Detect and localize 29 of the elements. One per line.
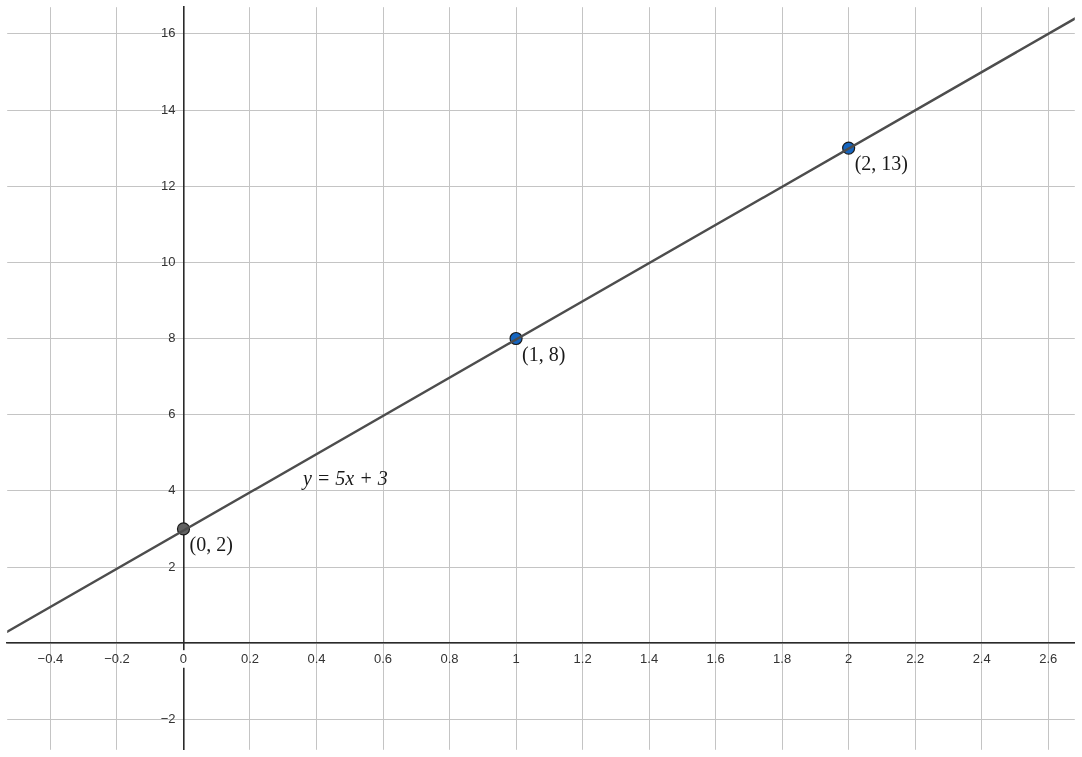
x-tick-label: 0 [179, 650, 188, 666]
y-tick-label: 14 [161, 101, 176, 117]
data-label: (0, 2) [189, 533, 233, 557]
x-tick-label: 1.4 [640, 650, 659, 666]
y-tick-label: 16 [161, 25, 176, 41]
x-tick-label: 2.2 [906, 650, 925, 666]
x-tick-label: 0.4 [307, 650, 326, 666]
x-tick-label: 1.6 [706, 650, 725, 666]
x-tick-label: 0.2 [240, 650, 260, 666]
y-tick-label: 4 [168, 482, 176, 498]
x-tick-label: −0.4 [37, 650, 64, 666]
y-tick-label: −2 [160, 710, 176, 726]
x-tick-label: 2.4 [972, 650, 991, 666]
x-tick-label: 2.6 [1039, 650, 1058, 666]
y-tick-label: 10 [161, 253, 176, 269]
y-tick-label: 6 [168, 406, 176, 422]
x-tick-label: 1.2 [573, 650, 592, 666]
series-label: y = 5x + 3 [300, 466, 388, 490]
x-tick-label: −0.2 [104, 650, 130, 666]
x-tick-label: 1 [512, 650, 520, 666]
data-label: (1, 8) [522, 342, 566, 366]
x-tick-label: 0.8 [440, 650, 459, 666]
x-tick-label: 2 [845, 650, 853, 666]
data-label: (2, 13) [854, 152, 908, 176]
x-tick-label: 0.6 [373, 650, 393, 666]
y-tick-label: 8 [168, 330, 176, 346]
y-tick-label: 12 [161, 177, 176, 193]
x-tick-label: 1.8 [773, 650, 792, 666]
y-tick-label: 2 [168, 558, 176, 574]
